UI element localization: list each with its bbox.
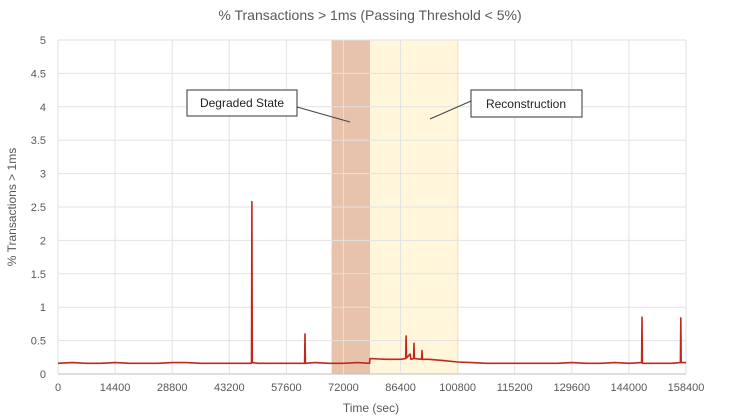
x-tick-label: 43200	[214, 382, 245, 394]
y-tick-label: 2	[40, 235, 46, 247]
annotation-reconstruction: Reconstruction	[429, 89, 583, 120]
x-axis-ticks: 0 14400 28800 43200 57600 72000 86400 100800 115…	[55, 382, 704, 394]
y-tick-label: 0.5	[31, 336, 46, 348]
x-tick-label: 28800	[157, 382, 188, 394]
y-tick-label: 1.5	[31, 269, 46, 281]
annotation-box	[186, 89, 298, 117]
y-tick-label: 3.5	[31, 135, 46, 147]
y-tick-label: 5	[40, 35, 46, 47]
x-tick-label: 100800	[439, 382, 476, 394]
gridlines	[57, 39, 687, 375]
y-tick-label: 4	[40, 102, 46, 114]
y-tick-label: 3	[40, 169, 46, 181]
y-axis-ticks: 0 0.5 1 1.5 2 2.5 3 3.5 4 4.5 5	[31, 35, 46, 381]
x-tick-label: 86400	[385, 382, 416, 394]
annotation-label: Degraded State	[200, 96, 284, 110]
y-tick-label: 1	[40, 302, 46, 314]
annotation-degraded-state: Degraded State	[186, 89, 351, 123]
annotation-leader-line	[429, 100, 472, 120]
annotation-label: Reconstruction	[486, 97, 566, 111]
annotation-leader-line	[296, 106, 351, 123]
x-axis-label: Time (sec)	[343, 401, 399, 415]
series-line	[57, 200, 686, 365]
x-tick-label: 14400	[100, 382, 131, 394]
x-tick-label: 144000	[611, 382, 648, 394]
x-tick-label: 129600	[553, 382, 590, 394]
y-tick-label: 2.5	[31, 202, 46, 214]
y-tick-label: 4.5	[31, 68, 46, 80]
y-tick-label: 0	[40, 369, 46, 381]
chart-title: % Transactions > 1ms (Passing Threshold …	[218, 7, 521, 23]
x-tick-label: 158400	[668, 382, 705, 394]
x-tick-label: 0	[55, 382, 61, 394]
x-tick-label: 57600	[271, 382, 302, 394]
annotation-box	[470, 89, 583, 118]
x-tick-label: 72000	[328, 382, 359, 394]
x-tick-label: 115200	[497, 382, 533, 394]
y-axis-label: % Transactions > 1ms	[5, 148, 19, 266]
